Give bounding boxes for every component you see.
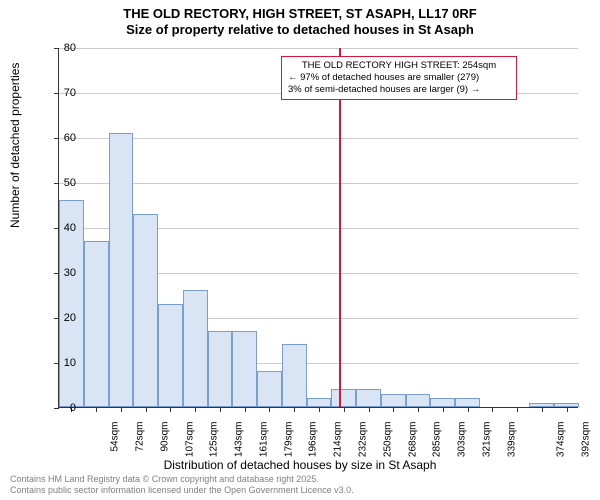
histogram-bar bbox=[381, 394, 406, 408]
histogram-bar bbox=[356, 389, 381, 407]
ytick-label: 20 bbox=[46, 312, 76, 324]
xtick-label: 232sqm bbox=[358, 422, 369, 472]
xtick-mark bbox=[567, 407, 568, 412]
xtick-label: 90sqm bbox=[159, 422, 170, 472]
xtick-label: 196sqm bbox=[308, 422, 319, 472]
ytick-label: 30 bbox=[46, 267, 76, 279]
xtick-label: 214sqm bbox=[333, 422, 344, 472]
chart-container: THE OLD RECTORY, HIGH STREET, ST ASAPH, … bbox=[0, 0, 600, 500]
xtick-mark bbox=[542, 407, 543, 412]
ytick-label: 80 bbox=[46, 42, 76, 54]
xtick-label: 321sqm bbox=[481, 422, 492, 472]
histogram-bar bbox=[84, 241, 109, 408]
xtick-mark bbox=[468, 407, 469, 412]
ytick-label: 40 bbox=[46, 222, 76, 234]
annotation-callout: THE OLD RECTORY HIGH STREET: 254sqm← 97%… bbox=[281, 56, 517, 100]
xtick-label: 285sqm bbox=[432, 422, 443, 472]
title-line-1: THE OLD RECTORY, HIGH STREET, ST ASAPH, … bbox=[0, 6, 600, 22]
xtick-mark bbox=[294, 407, 295, 412]
xtick-label: 54sqm bbox=[110, 422, 121, 472]
annotation-line: THE OLD RECTORY HIGH STREET: 254sqm bbox=[288, 60, 510, 72]
ytick-label: 0 bbox=[46, 402, 76, 414]
gridline-h bbox=[59, 138, 578, 139]
histogram-bar bbox=[430, 398, 455, 407]
xtick-mark bbox=[96, 407, 97, 412]
footer-line-2: Contains public sector information licen… bbox=[10, 485, 354, 496]
xtick-mark bbox=[269, 407, 270, 412]
xtick-mark bbox=[220, 407, 221, 412]
histogram-bar bbox=[232, 331, 257, 408]
histogram-bar bbox=[183, 290, 208, 407]
footer-attribution: Contains HM Land Registry data © Crown c… bbox=[10, 474, 354, 496]
histogram-bar bbox=[455, 398, 480, 407]
xtick-mark bbox=[319, 407, 320, 412]
gridline-h bbox=[59, 183, 578, 184]
xtick-label: 161sqm bbox=[258, 422, 269, 472]
chart-title: THE OLD RECTORY, HIGH STREET, ST ASAPH, … bbox=[0, 6, 600, 39]
ytick-label: 70 bbox=[46, 87, 76, 99]
xtick-label: 339sqm bbox=[506, 422, 517, 472]
reference-line bbox=[339, 48, 341, 407]
xtick-mark bbox=[443, 407, 444, 412]
xtick-mark bbox=[195, 407, 196, 412]
xtick-label: 179sqm bbox=[283, 422, 294, 472]
xtick-mark bbox=[393, 407, 394, 412]
plot-area: THE OLD RECTORY HIGH STREET: 254sqm← 97%… bbox=[58, 48, 578, 408]
xtick-mark bbox=[245, 407, 246, 412]
xtick-label: 303sqm bbox=[457, 422, 468, 472]
xtick-mark bbox=[492, 407, 493, 412]
xtick-label: 107sqm bbox=[184, 422, 195, 472]
histogram-bar bbox=[406, 394, 431, 408]
xtick-label: 125sqm bbox=[209, 422, 220, 472]
footer-line-1: Contains HM Land Registry data © Crown c… bbox=[10, 474, 354, 485]
xtick-label: 392sqm bbox=[580, 422, 591, 472]
xtick-mark bbox=[146, 407, 147, 412]
ytick-label: 50 bbox=[46, 177, 76, 189]
xtick-label: 143sqm bbox=[234, 422, 245, 472]
histogram-bar bbox=[307, 398, 332, 407]
xtick-mark bbox=[170, 407, 171, 412]
annotation-line: ← 97% of detached houses are smaller (27… bbox=[288, 72, 510, 84]
xtick-mark bbox=[517, 407, 518, 412]
gridline-h bbox=[59, 48, 578, 49]
xtick-mark bbox=[369, 407, 370, 412]
annotation-line: 3% of semi-detached houses are larger (9… bbox=[288, 84, 510, 96]
histogram-bar bbox=[282, 344, 307, 407]
xtick-label: 268sqm bbox=[407, 422, 418, 472]
y-axis-label: Number of detached properties bbox=[8, 63, 22, 228]
xtick-label: 374sqm bbox=[556, 422, 567, 472]
histogram-bar bbox=[158, 304, 183, 408]
ytick-label: 10 bbox=[46, 357, 76, 369]
ytick-label: 60 bbox=[46, 132, 76, 144]
histogram-bar bbox=[257, 371, 282, 407]
histogram-bar bbox=[109, 133, 134, 408]
xtick-mark bbox=[418, 407, 419, 412]
xtick-label: 250sqm bbox=[382, 422, 393, 472]
histogram-bar bbox=[208, 331, 233, 408]
title-line-2: Size of property relative to detached ho… bbox=[0, 22, 600, 38]
xtick-label: 72sqm bbox=[135, 422, 146, 472]
xtick-mark bbox=[121, 407, 122, 412]
xtick-mark bbox=[344, 407, 345, 412]
histogram-bar bbox=[133, 214, 158, 408]
histogram-bar bbox=[331, 389, 356, 407]
